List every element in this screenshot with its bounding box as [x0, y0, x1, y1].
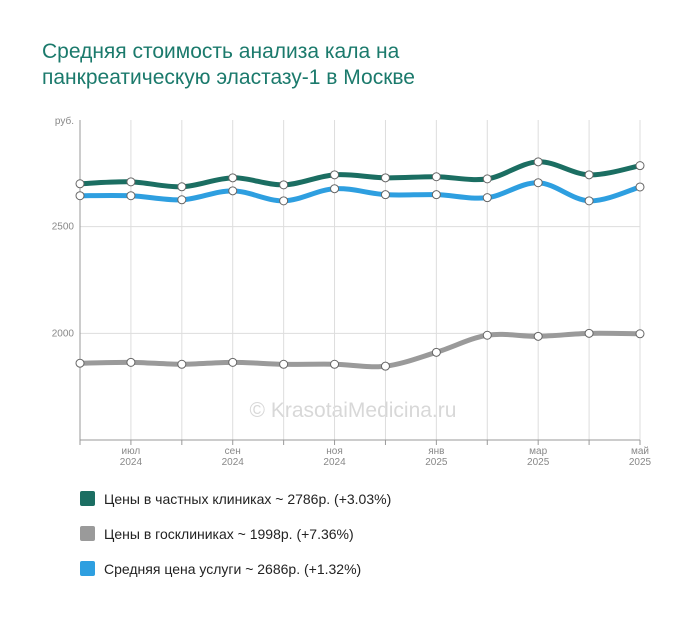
point: [431, 347, 441, 357]
legend-label: Средняя цена услуги ~ 2686р. (+1.32%): [104, 561, 361, 577]
chart-title: панкреатическую эластазу-1 в Москве: [42, 66, 415, 89]
point: [380, 173, 390, 183]
point: [177, 359, 187, 369]
point: [584, 170, 594, 180]
point: [177, 195, 187, 205]
point: [330, 170, 340, 180]
x-tick-label: июл 2024: [120, 446, 143, 468]
y-axis-label: руб.: [55, 115, 74, 127]
x-tick-label: май 2025: [629, 446, 652, 468]
point: [126, 191, 136, 201]
point: [75, 191, 85, 201]
x-tick-label: янв 2025: [425, 446, 448, 468]
chart-title: Средняя стоимость анализа кала на: [42, 40, 400, 63]
watermark: © KrasotaiMedicina.ru: [250, 399, 457, 422]
point: [584, 196, 594, 206]
point: [279, 180, 289, 190]
legend-label: Цены в частных клиниках ~ 2786р. (+3.03%…: [104, 491, 391, 507]
point: [75, 179, 85, 189]
point: [75, 358, 85, 368]
legend-swatch: [80, 526, 95, 541]
point: [380, 361, 390, 371]
point: [533, 178, 543, 188]
point: [279, 359, 289, 369]
point: [533, 331, 543, 341]
y-tick-label: 2500: [52, 222, 75, 233]
point: [330, 359, 340, 369]
point: [584, 328, 594, 338]
point: [482, 330, 492, 340]
x-tick-label: сен 2024: [222, 446, 245, 468]
point: [228, 173, 238, 183]
point: [126, 177, 136, 187]
point: [330, 184, 340, 194]
x-tick-label: ноя 2024: [323, 446, 346, 468]
legend-swatch: [80, 561, 95, 576]
point: [431, 190, 441, 200]
point: [482, 193, 492, 203]
point: [177, 182, 187, 192]
point: [126, 357, 136, 367]
legend-swatch: [80, 491, 95, 506]
point: [228, 357, 238, 367]
legend-label: Цены в госклиниках ~ 1998р. (+7.36%): [104, 526, 354, 542]
series-line: [79, 159, 641, 190]
point: [635, 329, 645, 339]
point: [279, 196, 289, 206]
y-tick-label: 2000: [52, 328, 75, 339]
point: [380, 190, 390, 200]
series-line: [79, 330, 641, 370]
point: [431, 172, 441, 182]
x-tick-label: мар 2025: [527, 446, 550, 468]
point: [228, 186, 238, 196]
point: [635, 182, 645, 192]
point: [482, 174, 492, 184]
point: [635, 161, 645, 171]
point: [533, 157, 543, 167]
